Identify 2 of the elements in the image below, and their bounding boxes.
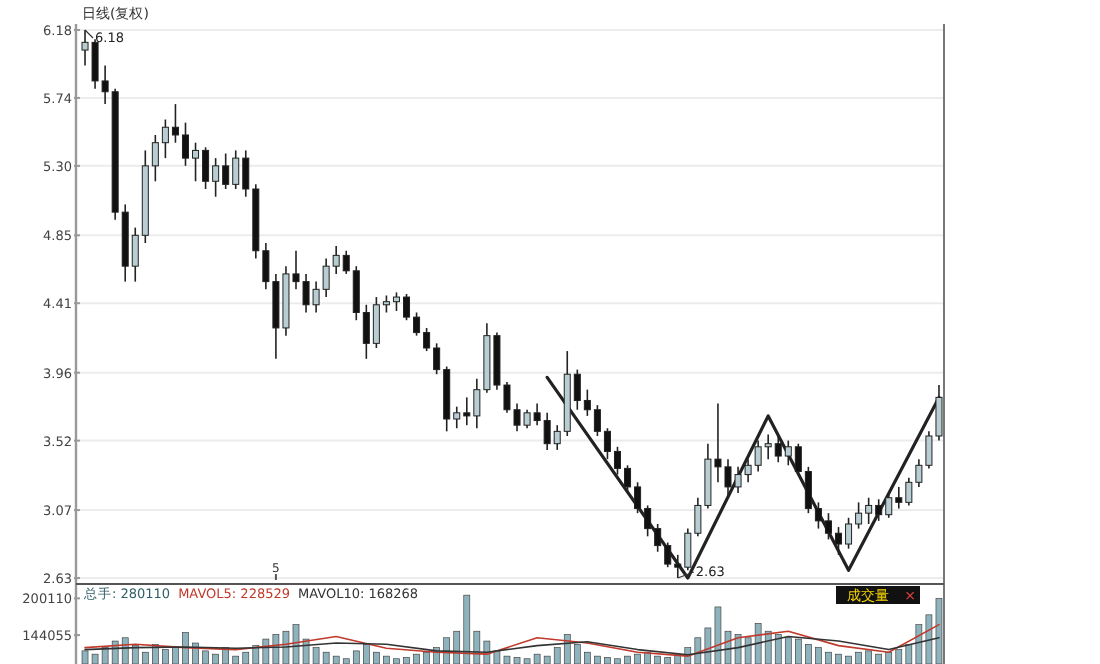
line-series (545, 375, 941, 580)
line-series (84, 623, 940, 657)
